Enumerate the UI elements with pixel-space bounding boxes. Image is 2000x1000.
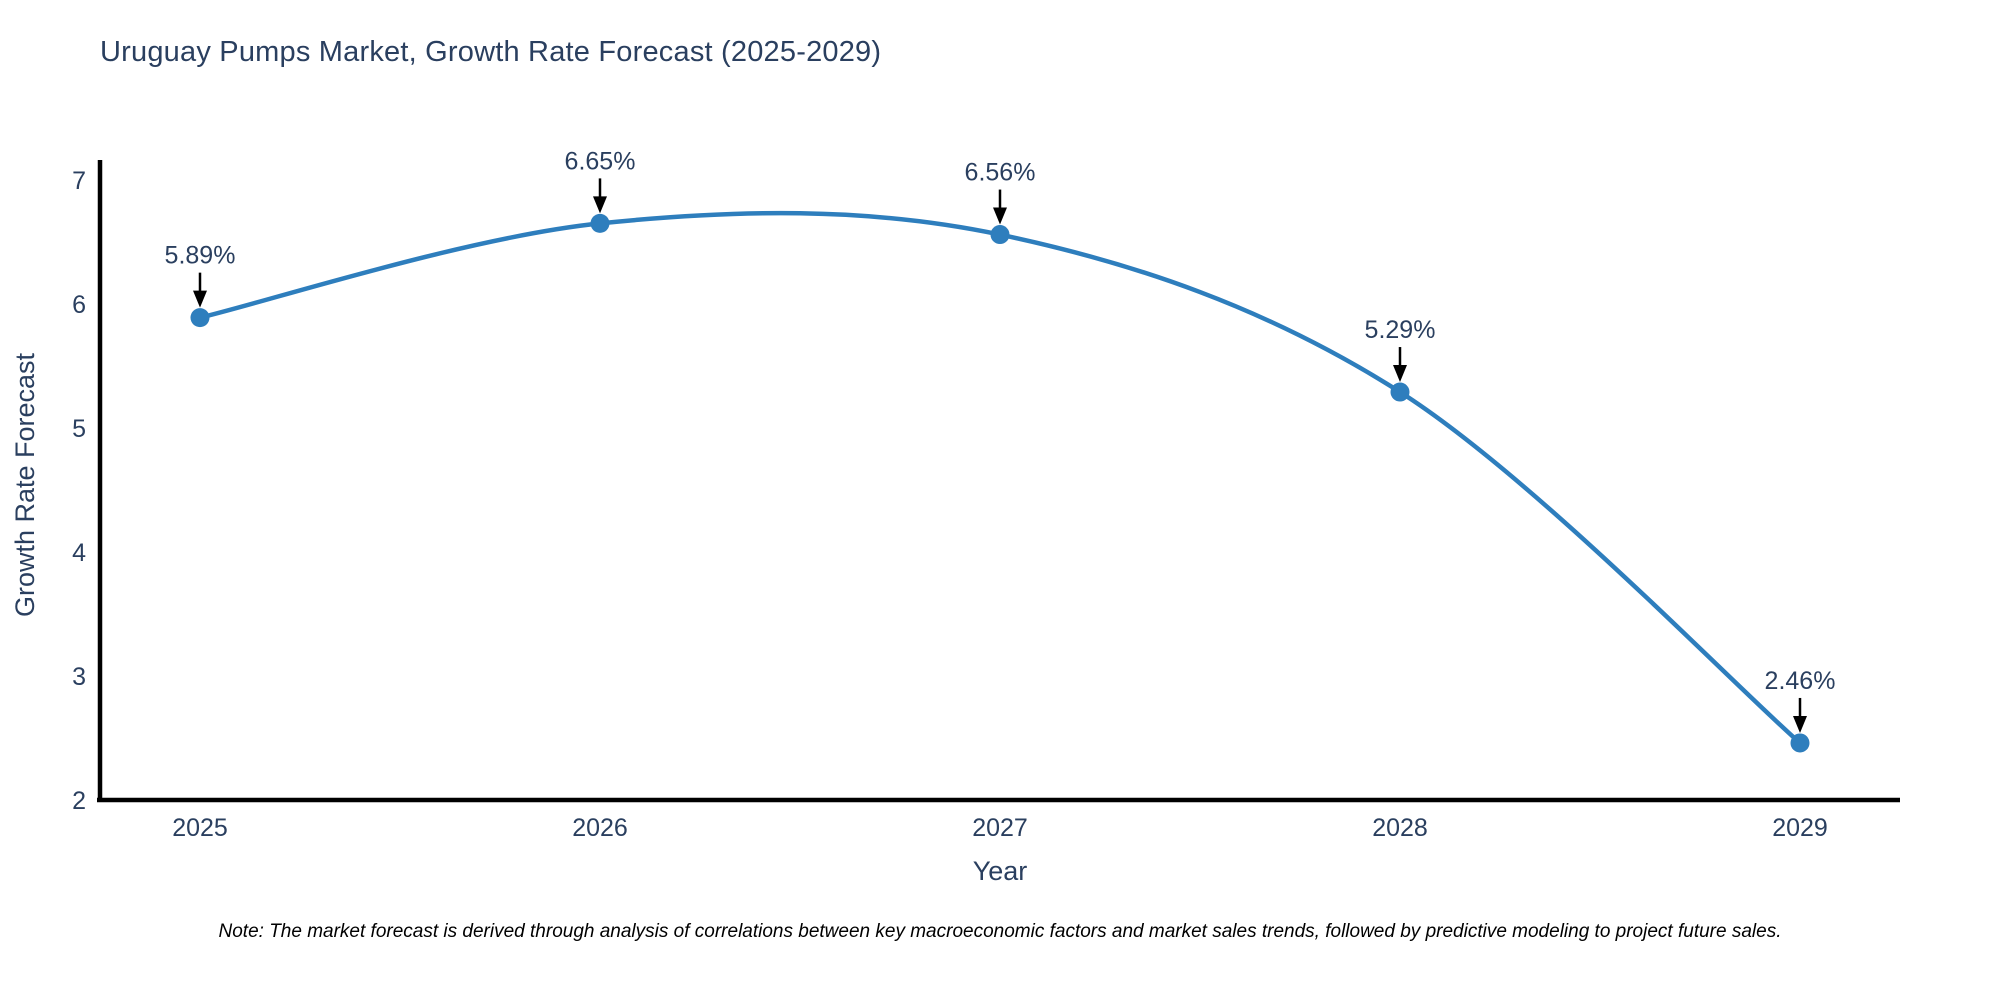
annotation-arrowhead [593, 196, 607, 214]
annotation-arrowhead [1793, 715, 1807, 733]
y-tick-label: 3 [72, 663, 86, 691]
data-point-marker [1390, 382, 1410, 402]
data-point-marker [590, 213, 610, 233]
x-tick-label: 2026 [572, 814, 628, 842]
chart-title: Uruguay Pumps Market, Growth Rate Foreca… [100, 36, 882, 68]
y-tick-label: 7 [72, 167, 86, 195]
annotation-label: 5.29% [1365, 316, 1436, 344]
data-point-marker [1790, 733, 1810, 753]
axes [97, 160, 1900, 803]
data-annotations: 5.89% 6.65% 6.56% 5.29% 2.46% [165, 147, 1836, 733]
x-tick-label: 2029 [1772, 814, 1828, 842]
annotation: 6.65% [565, 147, 636, 214]
trend-line [197, 210, 1803, 746]
annotation: 6.56% [965, 159, 1036, 225]
footnote: Note: The market forecast is derived thr… [218, 921, 1782, 942]
line-series [190, 210, 1810, 753]
y-tick-label: 5 [72, 415, 86, 443]
annotation-label: 5.89% [165, 242, 236, 270]
axis-tick-labels: 2 3 4 5 6 7 2025 2026 2027 2028 2029 [72, 167, 1828, 842]
data-point-marker [190, 308, 210, 328]
y-tick-label: 2 [72, 787, 86, 815]
data-point-marker [990, 225, 1010, 245]
annotation-arrowhead [993, 207, 1007, 225]
x-axis-title: Year [973, 856, 1028, 886]
annotation-label: 2.46% [1765, 667, 1836, 695]
annotation-arrowhead [193, 290, 207, 308]
x-tick-label: 2025 [172, 814, 228, 842]
x-tick-label: 2028 [1372, 814, 1428, 842]
annotation-label: 6.65% [565, 147, 636, 175]
y-tick-label: 4 [72, 539, 86, 567]
annotation-label: 6.56% [965, 159, 1036, 187]
annotation: 2.46% [1765, 667, 1836, 733]
y-tick-label: 6 [72, 291, 86, 319]
annotation: 5.29% [1365, 316, 1436, 383]
annotation-arrowhead [1393, 365, 1407, 383]
y-axis-title: Growth Rate Forecast [10, 352, 40, 617]
x-tick-label: 2027 [972, 814, 1028, 842]
annotation: 5.89% [165, 242, 236, 308]
